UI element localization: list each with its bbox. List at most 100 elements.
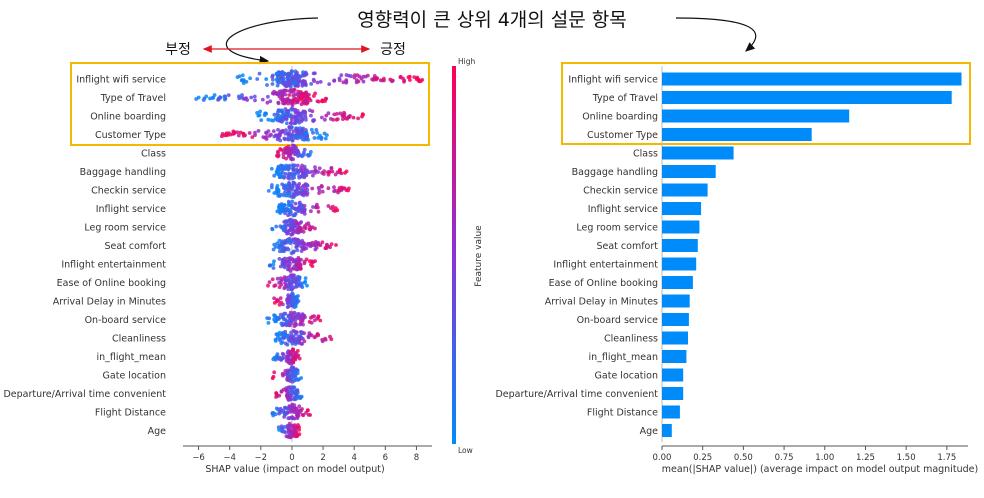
swarm-point	[298, 335, 303, 339]
swarm-point	[281, 207, 286, 212]
swarm-point	[273, 116, 278, 121]
swarm-point	[283, 211, 287, 216]
bar	[662, 294, 690, 308]
swarm-point	[309, 320, 314, 325]
swarm-point	[282, 184, 287, 189]
swarm-point	[276, 193, 281, 198]
category-label: Seat comfort	[596, 241, 658, 252]
swarm-point	[290, 356, 295, 361]
swarm-point	[302, 147, 307, 152]
swarm-point	[282, 224, 286, 229]
swarm-point	[297, 356, 302, 361]
swarm-point	[282, 190, 287, 195]
feature-label: Baggage handling	[80, 167, 166, 178]
negative-label: 부정	[165, 42, 191, 58]
swarm-point	[281, 257, 286, 262]
swarm-point	[327, 170, 331, 175]
swarm-point	[310, 109, 315, 114]
swarm-point	[344, 73, 349, 77]
swarm-point	[287, 416, 292, 420]
swarm-point	[280, 372, 285, 376]
swarm-point	[300, 171, 305, 176]
swarm-point	[194, 97, 199, 101]
swarm-point	[271, 247, 276, 252]
swarm-point	[294, 228, 298, 233]
swarm-point	[347, 186, 351, 191]
swarm-point	[293, 92, 298, 97]
swarm-point	[291, 182, 296, 186]
swarm-point	[277, 92, 281, 97]
swarm-point	[277, 357, 282, 361]
category-label: Class	[633, 149, 658, 160]
swarm-point	[311, 119, 316, 123]
swarm-point	[285, 84, 289, 88]
swarm-point	[290, 348, 295, 352]
swarm-point	[300, 93, 304, 98]
swarm-point	[339, 73, 344, 78]
swarm-point	[306, 334, 311, 339]
swarm-point	[289, 251, 294, 256]
swarm-point	[295, 163, 300, 168]
swarm-point	[266, 321, 271, 325]
swarm-point	[407, 74, 412, 79]
swarm-point	[295, 395, 300, 400]
swarm-point	[277, 243, 282, 248]
swarm-point	[297, 79, 301, 84]
swarm-point	[212, 93, 217, 97]
swarm-point	[320, 189, 325, 194]
swarm-point	[289, 156, 294, 161]
swarm-point	[302, 225, 307, 230]
swarm-point	[378, 78, 383, 83]
feature-label: Leg room service	[84, 223, 166, 234]
swarm-point	[327, 82, 332, 86]
swarm-point	[285, 392, 289, 397]
swarm-point	[329, 166, 334, 171]
tick-label: −4	[223, 453, 236, 463]
swarm-point	[284, 278, 288, 283]
swarm-point	[283, 405, 288, 410]
swarm-point	[287, 267, 292, 272]
swarm-point	[271, 262, 276, 267]
swarm-point	[291, 416, 296, 421]
swarm-point	[310, 314, 315, 319]
tick-label: 0.00	[653, 453, 672, 463]
swarm-point	[288, 84, 293, 89]
swarm-point	[304, 222, 309, 227]
swarm-point	[278, 131, 283, 136]
swarm-point	[291, 195, 296, 200]
swarm-point	[292, 310, 297, 315]
mean-shap-bar-chart: Inflight wifi service Type of Travel Onlin…	[495, 66, 978, 475]
swarm-point	[297, 131, 302, 136]
swarm-point	[275, 332, 280, 337]
feature-label: Ease of Online booking	[57, 278, 166, 289]
swarm-point	[292, 259, 297, 264]
category-label: Arrival Delay in Minutes	[545, 297, 658, 308]
bar	[662, 72, 962, 86]
swarm-point	[323, 136, 328, 141]
swarm-point	[284, 149, 289, 154]
swarm-point	[292, 213, 297, 218]
swarm-point	[298, 263, 303, 267]
swarm-point	[338, 111, 343, 116]
swarm-point	[294, 338, 299, 343]
swarm-point	[256, 129, 261, 133]
swarm-point	[318, 80, 323, 84]
swarm-point	[264, 137, 269, 141]
x-axis-label: SHAP value (impact on model output)	[205, 464, 384, 475]
swarm-point	[290, 374, 295, 378]
swarm-point	[309, 82, 314, 86]
swarm-point	[300, 281, 304, 286]
swarm-point	[296, 112, 301, 117]
swarm-point	[293, 121, 297, 125]
swarm-point	[284, 145, 289, 150]
swarm-point	[271, 266, 276, 270]
swarm-point	[294, 133, 299, 138]
swarm-point	[335, 117, 340, 121]
swarm-point	[283, 187, 288, 192]
bars	[662, 72, 962, 437]
swarm-point	[356, 116, 360, 121]
swarm-point	[295, 186, 300, 191]
swarm-point	[316, 170, 320, 174]
swarm-point	[295, 243, 300, 248]
swarm-point	[272, 173, 277, 178]
